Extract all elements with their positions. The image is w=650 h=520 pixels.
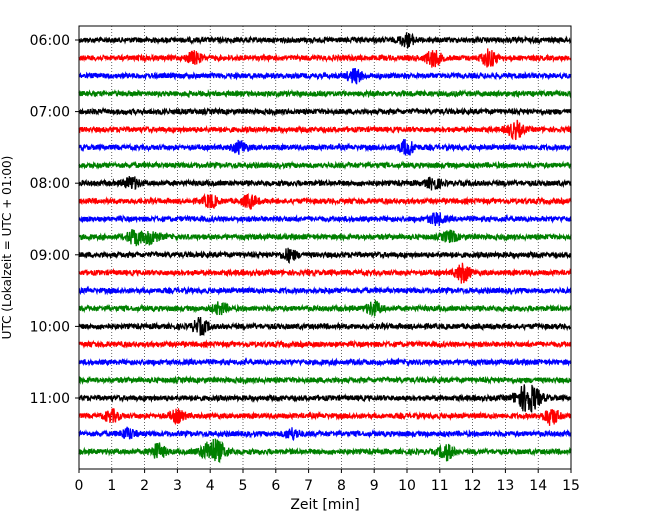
- x-tick-label: 14: [529, 478, 547, 494]
- y-tick-label: 11:00: [30, 391, 70, 407]
- x-tick-label: 9: [370, 478, 379, 494]
- trace-0800: [78, 176, 572, 191]
- trace-0630: [78, 67, 572, 85]
- x-tick-label: 15: [562, 478, 580, 494]
- trace-0815: [78, 192, 572, 210]
- x-tick-label: 5: [239, 478, 248, 494]
- seismic-traces: [78, 32, 572, 464]
- x-tick-label: 0: [75, 478, 84, 494]
- trace-0945: [78, 299, 572, 318]
- trace-0615: [78, 48, 572, 68]
- y-tick-label: 06:00: [30, 33, 70, 49]
- y-tick-label: 09:00: [30, 248, 70, 264]
- x-axis-ticks: 0 1 2 3 4 5 6 7 8 9 10 11 12 13 14 15: [75, 469, 580, 494]
- x-tick-label: 2: [140, 478, 149, 494]
- y-tick-label: 07:00: [30, 105, 70, 121]
- y-axis-label: UTC (Lokalzeit = UTC + 01:00): [0, 156, 14, 340]
- trace-0730: [78, 139, 572, 156]
- x-tick-label: 3: [173, 478, 182, 494]
- trace-0715: [78, 119, 572, 141]
- x-axis-label: Zeit [min]: [290, 497, 359, 513]
- x-tick-label: 10: [398, 478, 416, 494]
- x-tick-label: 4: [206, 478, 215, 494]
- trace-0700: [78, 106, 572, 117]
- plot-frame: [78, 25, 572, 470]
- y-axis-ticks: 06:00 07:00 08:00 09:00 10:00 11:00: [30, 33, 79, 407]
- trace-1145: [78, 438, 572, 464]
- trace-0900: [78, 247, 572, 264]
- y-tick-label: 08:00: [30, 176, 70, 192]
- trace-1100: [78, 384, 572, 413]
- trace-0745: [78, 160, 572, 171]
- trace-0915: [78, 262, 572, 284]
- trace-1115: [78, 408, 572, 426]
- trace-0845: [78, 228, 572, 247]
- x-tick-label: 13: [496, 478, 514, 494]
- trace-1015: [78, 339, 572, 350]
- trace-0930: [78, 285, 572, 296]
- trace-0600: [78, 32, 572, 50]
- trace-0645: [78, 88, 572, 99]
- x-tick-label: 7: [304, 478, 313, 494]
- trace-1000: [78, 316, 572, 337]
- y-tick-label: 10:00: [30, 319, 70, 335]
- x-tick-label: 12: [464, 478, 482, 494]
- trace-0830: [78, 212, 572, 227]
- trace-1030: [78, 357, 572, 368]
- x-tick-label: 1: [107, 478, 116, 494]
- trace-1130: [78, 426, 572, 442]
- trace-1045: [78, 375, 572, 386]
- x-tick-label: 11: [431, 478, 449, 494]
- x-tick-label: 6: [271, 478, 280, 494]
- x-tick-label: 8: [337, 478, 346, 494]
